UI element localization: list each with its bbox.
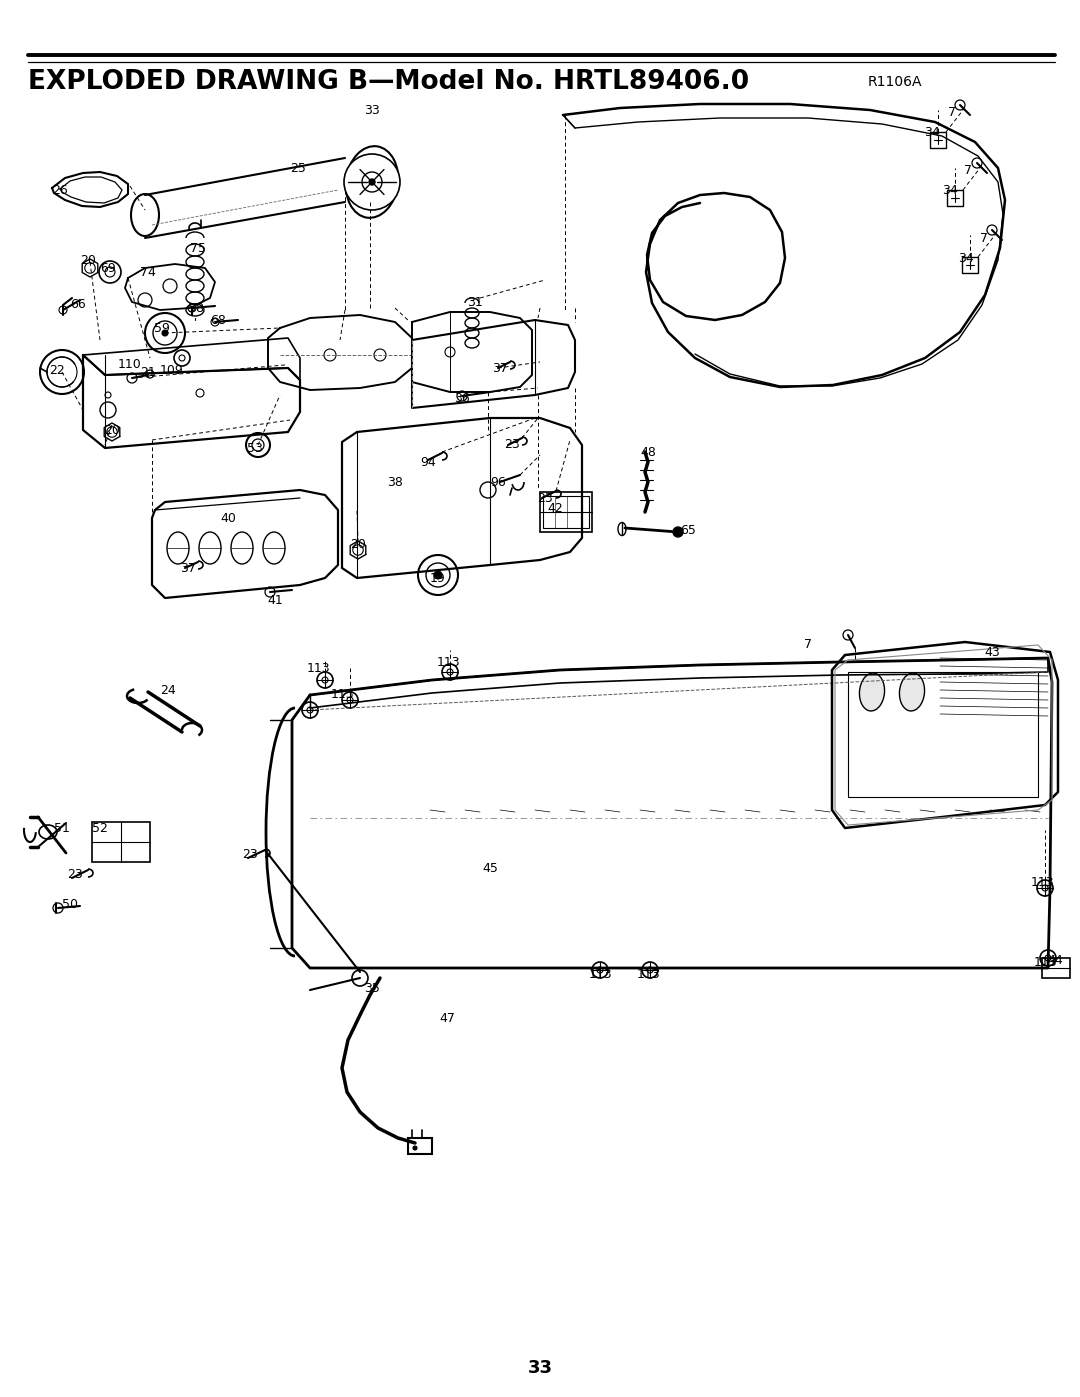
Text: 20: 20 — [350, 538, 366, 550]
Text: 44: 44 — [1048, 954, 1063, 967]
Circle shape — [642, 963, 658, 978]
Circle shape — [302, 703, 318, 718]
Text: 41: 41 — [267, 594, 283, 606]
Text: 53: 53 — [247, 441, 262, 454]
Text: 22: 22 — [49, 363, 65, 377]
Text: 37: 37 — [180, 562, 195, 574]
Text: 42: 42 — [548, 502, 563, 514]
Text: 66: 66 — [70, 299, 86, 312]
Text: 7: 7 — [948, 106, 956, 119]
Circle shape — [162, 330, 168, 337]
Circle shape — [40, 351, 84, 394]
Text: EXPLODED DRAWING B—Model No. HRTL89406.0: EXPLODED DRAWING B—Model No. HRTL89406.0 — [28, 68, 750, 95]
Text: 48: 48 — [640, 446, 656, 458]
Text: 75: 75 — [190, 242, 206, 254]
Ellipse shape — [167, 532, 189, 564]
Text: 7: 7 — [804, 638, 812, 651]
Circle shape — [342, 692, 357, 708]
Circle shape — [442, 664, 458, 680]
Text: 34: 34 — [942, 183, 958, 197]
Text: 33: 33 — [364, 103, 380, 116]
Text: 20: 20 — [104, 423, 120, 436]
Text: 50: 50 — [62, 898, 78, 911]
Text: 94: 94 — [420, 455, 436, 468]
Text: 37: 37 — [492, 362, 508, 374]
Text: 110: 110 — [118, 359, 141, 372]
Ellipse shape — [231, 532, 253, 564]
Text: 69: 69 — [100, 261, 116, 274]
Text: 36: 36 — [454, 391, 470, 405]
Text: 21: 21 — [140, 366, 156, 379]
Circle shape — [345, 154, 400, 210]
Ellipse shape — [199, 532, 221, 564]
Ellipse shape — [860, 673, 885, 711]
Text: 45: 45 — [482, 862, 498, 875]
Text: 68: 68 — [211, 313, 226, 327]
Circle shape — [1040, 950, 1056, 965]
Circle shape — [673, 527, 683, 536]
Circle shape — [592, 963, 608, 978]
Text: 113: 113 — [330, 689, 354, 701]
Text: 113: 113 — [636, 968, 660, 982]
Text: 51: 51 — [54, 821, 70, 834]
Text: 43: 43 — [984, 645, 1000, 658]
Text: 113: 113 — [307, 662, 329, 675]
Circle shape — [145, 313, 185, 353]
Text: 113: 113 — [1030, 876, 1054, 888]
Text: 25: 25 — [291, 162, 306, 175]
Text: 23: 23 — [537, 492, 553, 504]
Circle shape — [318, 672, 333, 687]
Text: 52: 52 — [92, 821, 108, 834]
Circle shape — [418, 555, 458, 595]
Text: 38: 38 — [387, 475, 403, 489]
Text: 113: 113 — [589, 968, 611, 982]
Bar — [947, 190, 963, 205]
Text: 23: 23 — [242, 848, 258, 862]
Circle shape — [413, 1146, 417, 1150]
Text: 113: 113 — [1034, 956, 1057, 968]
Bar — [848, 672, 1038, 798]
Text: 34: 34 — [924, 126, 940, 138]
Text: 74: 74 — [140, 265, 156, 278]
Text: 113: 113 — [436, 655, 460, 669]
Text: 31: 31 — [468, 296, 483, 309]
Text: 7: 7 — [964, 163, 972, 176]
Text: 24: 24 — [160, 683, 176, 697]
Text: 65: 65 — [680, 524, 696, 536]
Circle shape — [434, 571, 442, 578]
Text: 26: 26 — [52, 183, 68, 197]
Text: 58: 58 — [188, 302, 204, 314]
Circle shape — [246, 433, 270, 457]
Text: 7: 7 — [980, 232, 988, 244]
Text: 109: 109 — [160, 363, 184, 377]
Text: 40: 40 — [220, 511, 235, 524]
Text: 23: 23 — [67, 869, 83, 882]
Bar — [962, 257, 978, 272]
Text: R1106A: R1106A — [868, 75, 922, 89]
Ellipse shape — [900, 673, 924, 711]
Bar — [543, 496, 589, 528]
Text: 33: 33 — [527, 1359, 553, 1377]
Text: 19: 19 — [430, 571, 446, 584]
Circle shape — [99, 261, 121, 284]
Text: 59: 59 — [154, 321, 170, 334]
Bar — [930, 131, 946, 148]
Text: 34: 34 — [958, 251, 974, 264]
Bar — [1042, 958, 1070, 978]
Text: 96: 96 — [490, 475, 505, 489]
Ellipse shape — [264, 532, 285, 564]
Bar — [540, 492, 592, 532]
Bar — [408, 1139, 432, 1154]
Text: 35: 35 — [364, 982, 380, 995]
Circle shape — [369, 179, 375, 184]
Circle shape — [1037, 880, 1053, 895]
Bar — [92, 821, 150, 862]
Text: 20: 20 — [80, 253, 96, 267]
Text: 23: 23 — [504, 439, 519, 451]
Text: 47: 47 — [440, 1011, 455, 1024]
Ellipse shape — [346, 147, 399, 218]
